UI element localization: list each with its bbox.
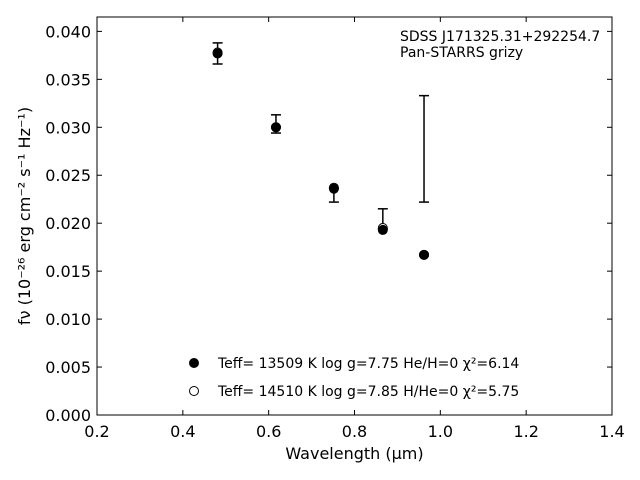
x-axis: 0.2 0.4 0.6 0.8 1.0 1.2 1.4 (84, 17, 625, 441)
x-tick-label: 1.2 (513, 422, 538, 441)
y-tick-label: 0.000 (45, 406, 91, 425)
legend-label-db-model: Teff= 14510 K log g=7.85 H/He=0 χ²=5.75 (217, 384, 519, 400)
x-axis-label: Wavelength (μm) (285, 444, 423, 463)
data-point-filled (212, 48, 223, 59)
data-point-filled (270, 122, 281, 133)
y-tick-label: 0.030 (45, 118, 91, 137)
survey-annotation: Pan-STARRS grizy (400, 45, 523, 61)
x-tick-label: 0.6 (256, 422, 281, 441)
legend-label-da-model: Teff= 13509 K log g=7.75 He/H=0 χ²=6.14 (217, 356, 519, 372)
legend-marker-filled (189, 358, 199, 368)
data-point-filled (377, 224, 388, 235)
data-point-filled (328, 183, 339, 194)
y-tick-label: 0.035 (45, 70, 91, 89)
y-tick-label: 0.040 (45, 22, 91, 41)
y-tick-label: 0.020 (45, 214, 91, 233)
x-tick-label: 1.4 (599, 422, 624, 441)
legend: Teff= 13509 K log g=7.75 He/H=0 χ²=6.14 … (189, 356, 519, 400)
x-tick-label: 0.2 (84, 422, 109, 441)
legend-marker-open (189, 386, 199, 396)
observed-flux-errorbars (212, 42, 430, 230)
x-tick-label: 0.4 (170, 422, 195, 441)
y-tick-label: 0.015 (45, 262, 91, 281)
object-name-annotation: SDSS J171325.31+292254.7 (400, 29, 600, 45)
x-tick-label: 1.0 (428, 422, 453, 441)
y-axis: 0.000 0.005 0.010 0.015 0.020 0.025 0.030 0.035… (45, 22, 612, 425)
model-points (212, 47, 430, 260)
data-point-filled (419, 249, 430, 260)
y-tick-label: 0.025 (45, 166, 91, 185)
y-axis-label: fν (10⁻²⁶ erg cm⁻² s⁻¹ Hz⁻¹) (15, 107, 34, 325)
y-tick-label: 0.005 (45, 358, 91, 377)
y-tick-label: 0.010 (45, 310, 91, 329)
x-tick-label: 0.8 (342, 422, 367, 441)
